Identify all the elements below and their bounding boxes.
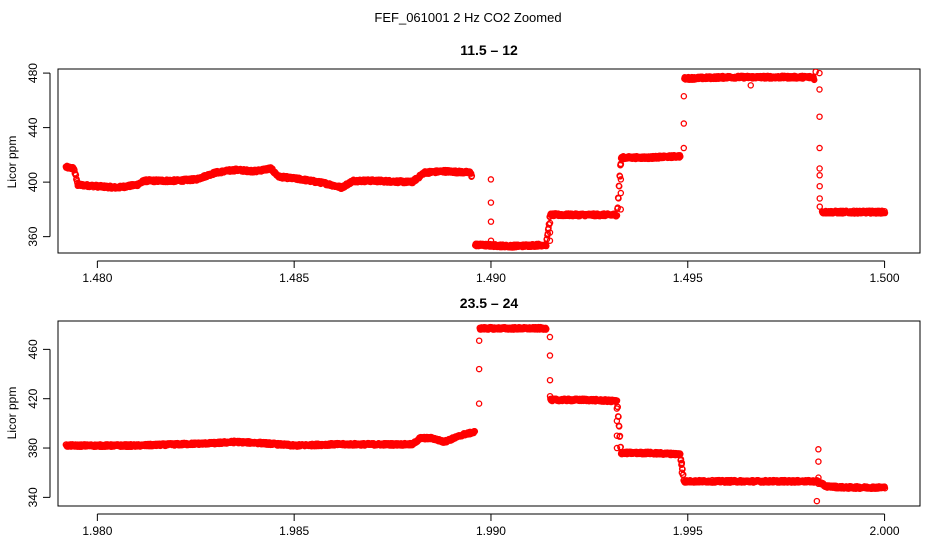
data-point <box>678 459 686 467</box>
x-tick-label: 1.995 <box>673 524 703 538</box>
x-tick-label: 1.980 <box>82 524 112 538</box>
data-point <box>616 173 624 180</box>
plot-frame <box>57 320 921 507</box>
x-tick-label: 2.000 <box>870 524 900 538</box>
y-tick-label: 340 <box>26 487 40 507</box>
data-point <box>615 423 623 430</box>
data-point <box>72 171 80 179</box>
y-tick-label: 360 <box>26 226 40 246</box>
data-point <box>546 392 554 400</box>
data-point <box>680 120 688 127</box>
x-tick-label: 1.500 <box>870 271 900 285</box>
data-series <box>62 323 889 505</box>
plot-frame <box>57 68 921 254</box>
panel-title: 23.5 – 24 <box>460 295 519 311</box>
data-point <box>813 497 821 505</box>
data-point <box>617 206 625 213</box>
data-point <box>816 113 823 120</box>
data-point <box>816 144 823 152</box>
data-point <box>747 82 755 89</box>
data-point <box>613 432 621 439</box>
data-point <box>816 165 823 172</box>
data-point <box>546 376 554 384</box>
data-point <box>546 333 554 341</box>
data-point <box>487 176 495 183</box>
data-series <box>62 69 889 251</box>
data-point <box>543 325 550 333</box>
panel-bottom: 23.5 – 24 Licor ppm 1.980 1.985 1.990 1.995 2.… <box>5 295 921 538</box>
data-point <box>677 153 684 160</box>
data-point <box>487 218 495 225</box>
x-tick-label: 1.490 <box>476 271 506 285</box>
data-point <box>616 432 624 440</box>
x-tick-label: 1.985 <box>279 524 309 538</box>
data-point <box>543 242 550 250</box>
data-point <box>471 428 479 435</box>
data-point <box>546 237 554 244</box>
data-point <box>815 474 822 481</box>
data-point <box>546 219 554 227</box>
data-point <box>810 76 818 84</box>
y-tick-label: 480 <box>26 63 40 83</box>
data-point <box>678 469 686 476</box>
data-point <box>815 458 822 465</box>
data-point <box>617 161 625 168</box>
data-point <box>816 172 823 179</box>
x-tick-label: 1.480 <box>82 271 112 285</box>
data-point <box>475 400 483 407</box>
data-point <box>617 189 625 197</box>
data-point <box>546 229 554 236</box>
y-tick-label: 460 <box>26 339 40 359</box>
data-point <box>816 86 823 93</box>
data-point <box>475 337 483 344</box>
data-point <box>615 195 622 202</box>
x-tick-label: 1.495 <box>673 271 703 285</box>
data-point <box>613 397 621 404</box>
figure-suptitle: FEF_061001 2 Hz CO2 Zoomed <box>374 10 561 25</box>
data-point <box>815 446 822 453</box>
data-point <box>680 144 688 152</box>
data-point <box>617 176 625 183</box>
data-point <box>812 69 819 75</box>
data-point <box>613 417 621 425</box>
data-point <box>815 480 822 488</box>
y-tick-label: 400 <box>26 172 40 192</box>
data-point <box>468 172 476 180</box>
data-point <box>613 444 621 452</box>
panel-title: 11.5 – 12 <box>460 42 518 58</box>
data-point <box>475 365 483 373</box>
data-point <box>680 93 688 100</box>
data-point <box>881 209 889 217</box>
panel-top: 11.5 – 12 Licor ppm 1.480 1.485 1.490 1.495 1.… <box>5 42 921 285</box>
data-point <box>816 182 823 190</box>
x-tick-label: 1.485 <box>279 271 309 285</box>
data-point <box>615 182 623 190</box>
data-point <box>816 195 823 202</box>
y-axis-label: Licor ppm <box>5 136 19 189</box>
data-point <box>487 237 495 244</box>
y-tick-label: 440 <box>26 117 40 137</box>
data-point <box>487 199 495 206</box>
data-point <box>881 484 889 492</box>
x-tick-label: 1.990 <box>476 524 506 538</box>
data-point <box>816 69 823 77</box>
data-point <box>613 212 621 219</box>
data-point <box>816 203 824 210</box>
y-axis-label: Licor ppm <box>5 387 19 440</box>
data-point <box>546 352 554 359</box>
y-tick-label: 380 <box>26 438 40 458</box>
data-point <box>613 405 621 412</box>
y-tick-label: 420 <box>26 388 40 408</box>
